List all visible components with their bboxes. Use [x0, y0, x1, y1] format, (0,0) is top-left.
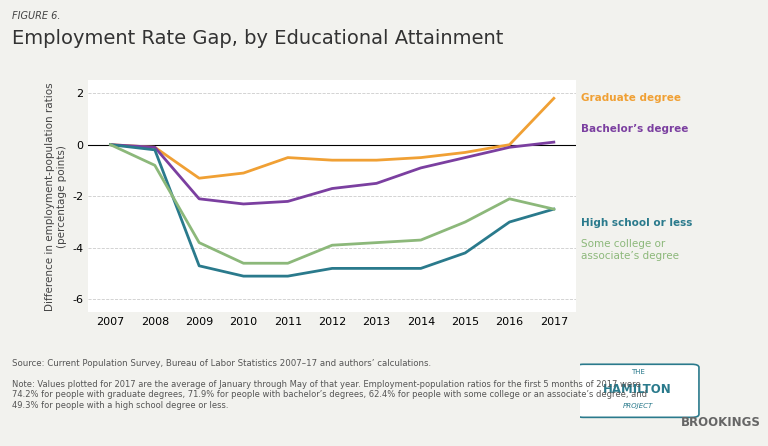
Text: THE: THE: [631, 369, 644, 375]
Text: HAMILTON: HAMILTON: [603, 383, 672, 396]
Text: Source: Current Population Survey, Bureau of Labor Statistics 2007–17 and author: Source: Current Population Survey, Burea…: [12, 359, 431, 368]
Text: Note: Values plotted for 2017 are the average of January through May of that yea: Note: Values plotted for 2017 are the av…: [12, 380, 647, 410]
Text: PROJECT: PROJECT: [623, 402, 653, 409]
Text: Graduate degree: Graduate degree: [581, 93, 681, 103]
Text: Some college or
associate’s degree: Some college or associate’s degree: [581, 239, 680, 260]
Text: FIGURE 6.: FIGURE 6.: [12, 11, 60, 21]
Text: BROOKINGS: BROOKINGS: [680, 416, 760, 429]
FancyBboxPatch shape: [576, 364, 699, 417]
Y-axis label: Difference in employment-population ratios
(percentage points): Difference in employment-population rati…: [45, 82, 67, 310]
Text: Bachelor’s degree: Bachelor’s degree: [581, 124, 689, 134]
Text: Employment Rate Gap, by Educational Attainment: Employment Rate Gap, by Educational Atta…: [12, 29, 503, 48]
Text: High school or less: High school or less: [581, 218, 693, 228]
